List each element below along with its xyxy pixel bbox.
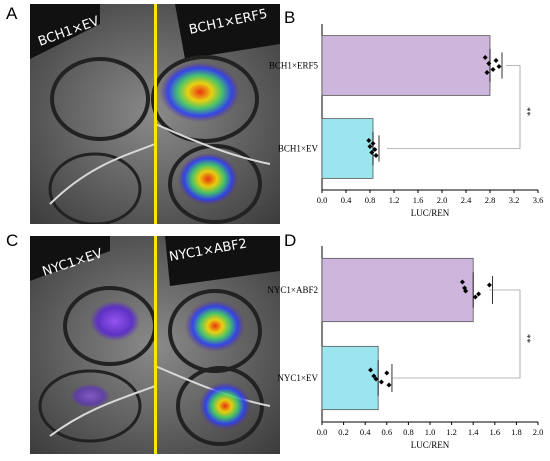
data-point bbox=[484, 70, 490, 75]
data-point bbox=[482, 55, 488, 60]
x-tick-label: 2.8 bbox=[485, 195, 496, 205]
x-tick-label: 0.0 bbox=[317, 195, 328, 205]
data-point bbox=[493, 58, 499, 63]
data-point bbox=[368, 367, 374, 373]
data-point bbox=[373, 153, 379, 158]
x-tick-label: 0.0 bbox=[317, 427, 328, 437]
x-tick-label: 1.6 bbox=[489, 427, 500, 437]
bar bbox=[321, 35, 491, 96]
x-tick-label: 0.2 bbox=[338, 427, 349, 437]
panel-letter-d: D bbox=[284, 231, 297, 250]
data-point bbox=[367, 144, 373, 149]
x-tick-label: 2.4 bbox=[461, 195, 472, 205]
x-tick-label: 0.4 bbox=[341, 195, 352, 205]
x-axis-label: LUC/REN bbox=[411, 440, 450, 450]
data-point bbox=[486, 61, 492, 66]
data-point bbox=[490, 67, 496, 72]
bar bbox=[321, 257, 474, 323]
data-point bbox=[372, 147, 378, 152]
panel-letter-a: A bbox=[6, 4, 18, 23]
leaf-image-c: NYC1×EV NYC1×ABF2 bbox=[30, 236, 280, 454]
panel-letter-c: C bbox=[6, 231, 19, 250]
data-point bbox=[378, 379, 384, 385]
data-point bbox=[369, 150, 375, 155]
x-tick-label: 0.8 bbox=[365, 195, 376, 205]
x-tick-label: 1.4 bbox=[468, 427, 479, 437]
x-tick-label: 2.0 bbox=[437, 195, 448, 205]
data-point bbox=[463, 288, 469, 294]
significance-label: ** bbox=[522, 107, 532, 117]
category-label: BCH1×ERF5 bbox=[269, 61, 319, 71]
data-point bbox=[384, 370, 390, 376]
data-point bbox=[373, 376, 379, 382]
data-point bbox=[366, 138, 372, 143]
significance-bracket bbox=[392, 289, 521, 379]
category-label: BCH1×EV bbox=[278, 144, 319, 154]
x-tick-label: 3.6 bbox=[533, 195, 544, 205]
data-point bbox=[386, 382, 392, 388]
x-tick-label: 0.8 bbox=[403, 427, 414, 437]
x-tick-label: 1.2 bbox=[446, 427, 457, 437]
x-tick-label: 3.2 bbox=[509, 195, 520, 205]
x-tick-label: 1.0 bbox=[425, 427, 436, 437]
x-tick-label: 2.0 bbox=[533, 427, 544, 437]
data-point bbox=[459, 279, 465, 285]
category-label: NYC1×EV bbox=[277, 373, 318, 383]
leaf-region-a1 bbox=[50, 57, 150, 141]
significance-label: ** bbox=[522, 334, 532, 344]
x-tick-label: 1.8 bbox=[511, 427, 522, 437]
leaf-image-a: BCH1×EV BCH1×ERF5 bbox=[30, 4, 280, 224]
x-tick-label: 1.6 bbox=[413, 195, 424, 205]
x-tick-label: 0.4 bbox=[360, 427, 371, 437]
data-point bbox=[496, 64, 502, 69]
data-point bbox=[472, 294, 478, 300]
data-point bbox=[371, 373, 377, 379]
significance-bracket bbox=[387, 65, 521, 149]
x-tick-label: 1.2 bbox=[389, 195, 400, 205]
chart-b: 0.0 0.4 0.8 1.2 1.6 2.0 2.4 2.8 3.2 3.6 LUC/REN BCH… bbox=[269, 24, 544, 218]
panel-letter-b: B bbox=[284, 8, 296, 27]
data-point bbox=[476, 291, 482, 297]
x-tick-label: 0.6 bbox=[381, 427, 392, 437]
data-point bbox=[486, 282, 492, 288]
bar bbox=[321, 345, 379, 411]
chart-d: 0.0 0.2 0.4 0.6 0.8 1.0 1.2 1.4 1.6 1.8 2.0 LUC/REN… bbox=[267, 246, 544, 450]
bar bbox=[321, 118, 374, 179]
category-label: NYC1×ABF2 bbox=[267, 285, 318, 295]
x-axis-label: LUC/REN bbox=[411, 208, 450, 218]
data-point bbox=[370, 141, 376, 146]
